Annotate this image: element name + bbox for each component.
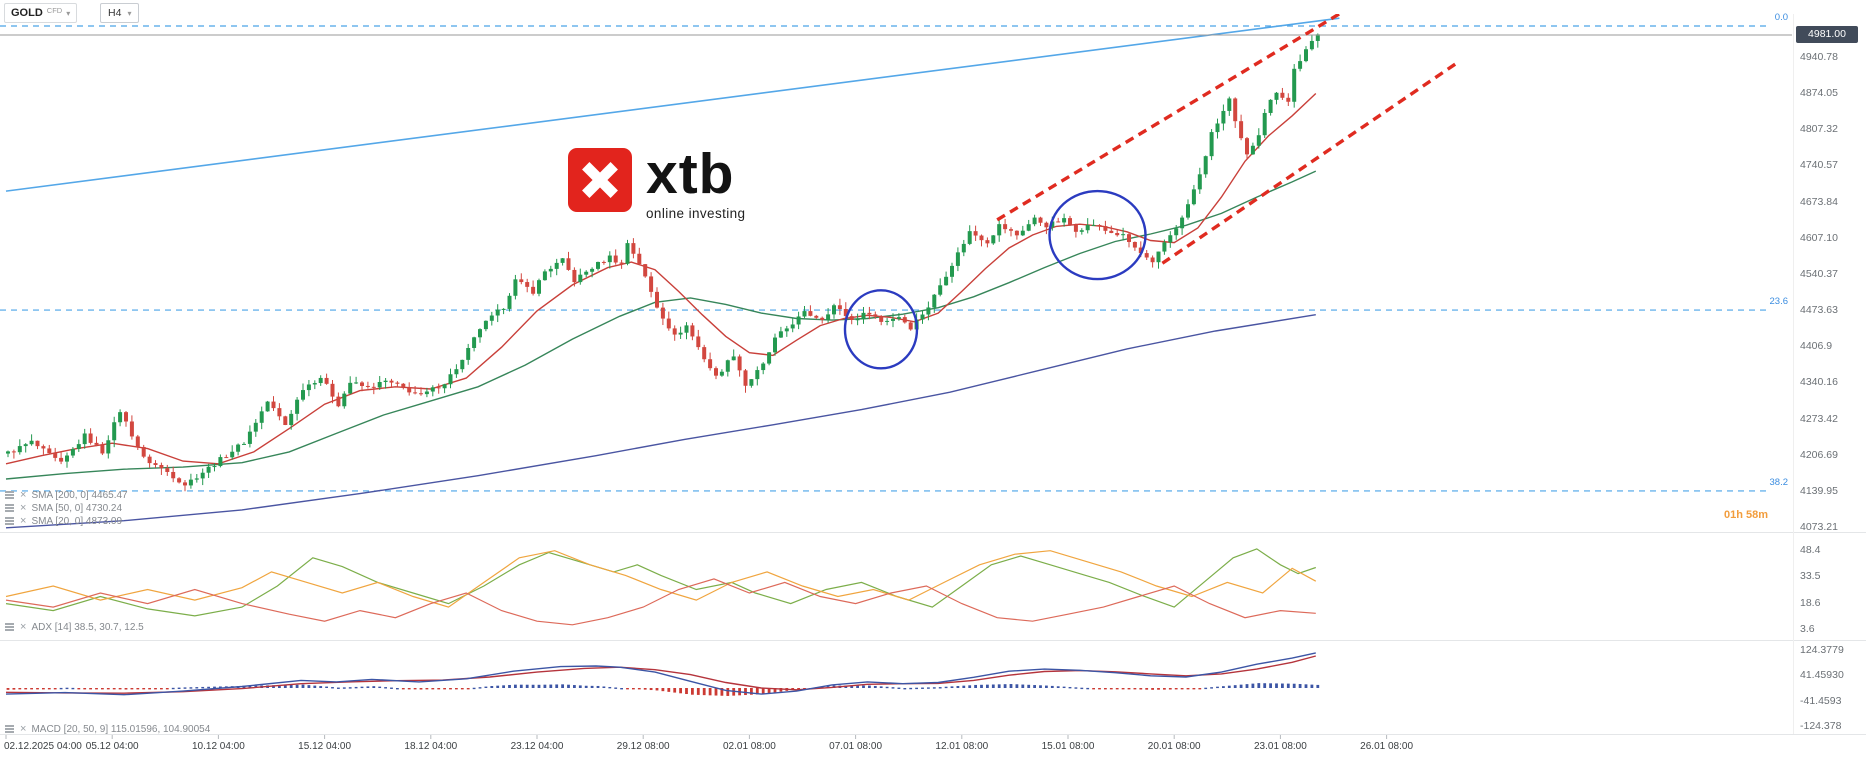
xtb-logo-mark	[568, 148, 632, 212]
chevron-down-icon: ▾	[127, 8, 132, 18]
timeframe-selector[interactable]: H4 ▾	[100, 3, 140, 23]
current-price-badge: 4981.00	[1796, 26, 1858, 43]
indicator-label: SMA [20, 0] 4873.09	[31, 515, 123, 527]
indicator-label: SMA [200, 0] 4465.47	[31, 489, 128, 501]
indicator-label: MACD [20, 50, 9] 115.01596, 104.90054	[31, 723, 211, 735]
indicator-close-icon[interactable]: ×	[20, 515, 27, 527]
macd-signal-line	[5, 655, 1316, 694]
macd-panel[interactable]	[5, 652, 1320, 696]
highlight-circle-2[interactable]	[1048, 189, 1147, 281]
indicator-settings-icon[interactable]	[5, 507, 14, 509]
indicator-close-icon[interactable]: ×	[20, 621, 27, 633]
xtb-x-icon	[582, 162, 618, 198]
symbol-selector[interactable]: GOLD CFD ▾	[4, 3, 78, 23]
channel-upper-red[interactable]	[996, 14, 1341, 222]
indicator-legend-sma50: × SMA [50, 0] 4730.24	[4, 502, 122, 514]
candlesticks[interactable]	[6, 33, 1320, 492]
indicator-legend-sma20: × SMA [20, 0] 4873.09	[4, 515, 122, 527]
indicator-label: ADX [14] 38.5, 30.7, 12.5	[31, 621, 144, 633]
indicator-legend-adx: × ADX [14] 38.5, 30.7, 12.5	[4, 621, 144, 633]
timeframe-value: H4	[108, 7, 122, 19]
indicator-legend-sma200: × SMA [200, 0] 4465.47	[4, 489, 128, 501]
indicator-settings-icon[interactable]	[5, 728, 14, 730]
indicator-settings-icon[interactable]	[5, 626, 14, 628]
adx-panel[interactable]	[5, 548, 1317, 626]
indicator-legend-macd: × MACD [20, 50, 9] 115.01596, 104.90054	[4, 723, 210, 735]
indicator-settings-icon[interactable]	[5, 494, 14, 496]
adx-line-adx-main	[5, 548, 1316, 617]
indicator-close-icon[interactable]: ×	[20, 489, 27, 501]
indicator-close-icon[interactable]: ×	[20, 502, 27, 514]
adx-line-plus-di	[5, 550, 1317, 608]
xtb-logo: xtb online investing	[568, 142, 746, 222]
highlight-circle-1[interactable]	[843, 289, 919, 370]
sma-20-line	[5, 92, 1317, 465]
rising-support-blue[interactable]	[5, 17, 1340, 192]
sma-200-line	[5, 314, 1316, 529]
chevron-down-icon: ▾	[66, 8, 71, 18]
macd-line	[5, 652, 1316, 696]
indicator-label: SMA [50, 0] 4730.24	[31, 502, 123, 514]
symbol-name: GOLD	[11, 7, 43, 19]
logo-tagline: online investing	[646, 206, 746, 222]
indicator-settings-icon[interactable]	[5, 520, 14, 522]
main-price-panel[interactable]	[0, 14, 1792, 529]
adx-line-minus-di	[5, 578, 1316, 626]
logo-brand-text: xtb	[646, 142, 735, 206]
indicator-close-icon[interactable]: ×	[20, 723, 27, 735]
candle-countdown: 01h 58m	[1723, 509, 1768, 521]
symbol-type-label: CFD	[46, 5, 63, 15]
